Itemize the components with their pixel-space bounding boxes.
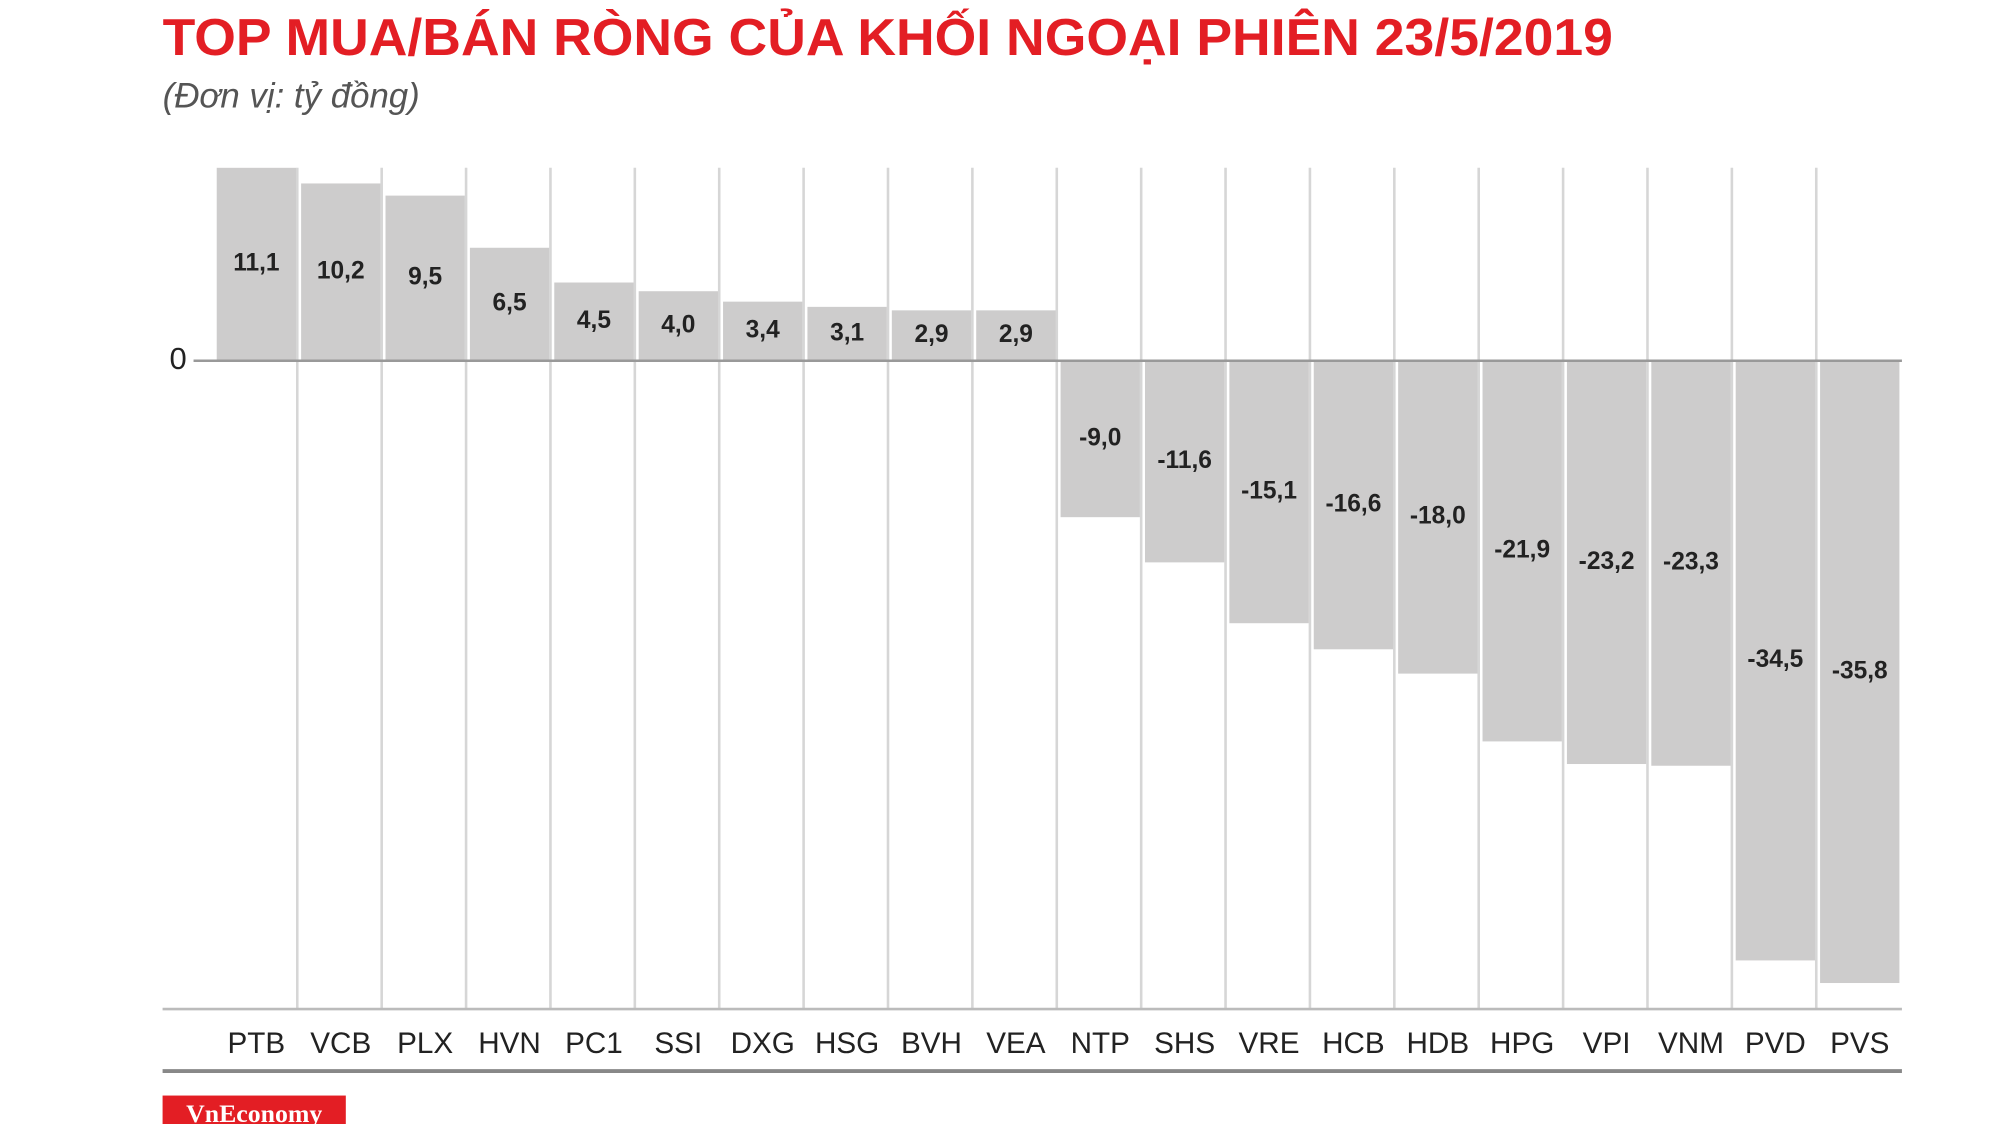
x-tick-label: SHS bbox=[1154, 1027, 1215, 1060]
bar bbox=[385, 195, 465, 361]
chart-title: TOP MUA/BÁN RÒNG CỦA KHỐI NGOẠI PHIÊN 23… bbox=[163, 8, 1613, 66]
value-label: -15,1 bbox=[1241, 477, 1297, 504]
value-label: 11,1 bbox=[233, 250, 279, 277]
source: VnEconomy bbox=[186, 1099, 322, 1124]
bar bbox=[469, 247, 550, 361]
x-tick-label: VCB bbox=[310, 1027, 371, 1060]
value-label: 4,0 bbox=[661, 311, 695, 338]
bar bbox=[301, 183, 381, 361]
bar bbox=[1398, 360, 1478, 674]
bar bbox=[1229, 360, 1309, 624]
bar bbox=[638, 291, 718, 361]
y-tick-label: 0 bbox=[169, 341, 186, 376]
x-tick-label: HPG bbox=[1490, 1027, 1554, 1060]
bar bbox=[1144, 360, 1225, 563]
bar bbox=[1566, 360, 1647, 765]
value-label: -35,8 bbox=[1832, 657, 1888, 684]
value-label: -21,9 bbox=[1494, 537, 1550, 564]
value-label: -18,0 bbox=[1410, 503, 1466, 530]
x-tick-label: VRE bbox=[1239, 1027, 1300, 1060]
source-badge bbox=[162, 1095, 346, 1124]
value-label: -9,0 bbox=[1079, 424, 1121, 451]
bar bbox=[1735, 360, 1816, 961]
value-label: 9,5 bbox=[408, 264, 442, 291]
bar bbox=[1651, 360, 1731, 766]
x-tick-label: SSI bbox=[654, 1027, 702, 1060]
x-tick-label: PLX bbox=[397, 1027, 453, 1060]
value-label: 6,5 bbox=[493, 290, 527, 317]
bar bbox=[1313, 360, 1394, 650]
bar bbox=[807, 306, 887, 361]
bar bbox=[891, 310, 972, 361]
bar bbox=[1482, 360, 1562, 742]
value-label: -11,6 bbox=[1157, 447, 1212, 474]
value-label: -23,3 bbox=[1663, 549, 1719, 576]
x-tick-label: HSG bbox=[815, 1027, 879, 1060]
x-tick-label: BVH bbox=[901, 1027, 962, 1060]
x-tick-label: PC1 bbox=[565, 1027, 623, 1060]
x-tick-label: VPI bbox=[1583, 1027, 1631, 1060]
x-tick-label: PVD bbox=[1745, 1027, 1806, 1060]
value-label: 2,9 bbox=[914, 321, 948, 348]
value-label: -34,5 bbox=[1747, 646, 1803, 673]
x-tick-label: PVS bbox=[1830, 1027, 1889, 1060]
value-label: 10,2 bbox=[317, 258, 365, 285]
bar bbox=[976, 310, 1056, 361]
x-tick-label: HVN bbox=[478, 1027, 541, 1060]
value-label: 2,9 bbox=[999, 321, 1033, 348]
x-tick-label: HDB bbox=[1406, 1027, 1469, 1060]
bar bbox=[1820, 360, 1900, 984]
bar bbox=[1060, 360, 1140, 518]
value-label: -23,2 bbox=[1579, 548, 1635, 575]
x-tick-label: NTP bbox=[1071, 1027, 1130, 1060]
x-tick-label: VNM bbox=[1658, 1027, 1724, 1060]
x-tick-label: HCB bbox=[1322, 1027, 1385, 1060]
value-label: 3,4 bbox=[746, 317, 780, 344]
chart-subtitle: (Đơn vị: tỷ đồng) bbox=[163, 76, 420, 115]
bar bbox=[216, 167, 297, 361]
x-tick-label: VEA bbox=[986, 1027, 1046, 1060]
x-tick-label: DXG bbox=[731, 1027, 795, 1060]
x-tick-label: PTB bbox=[228, 1027, 286, 1060]
value-label: 3,1 bbox=[830, 319, 864, 346]
bar bbox=[554, 282, 634, 361]
bar bbox=[723, 301, 803, 361]
value-label: -16,6 bbox=[1325, 490, 1381, 517]
value-label: 4,5 bbox=[577, 307, 611, 334]
